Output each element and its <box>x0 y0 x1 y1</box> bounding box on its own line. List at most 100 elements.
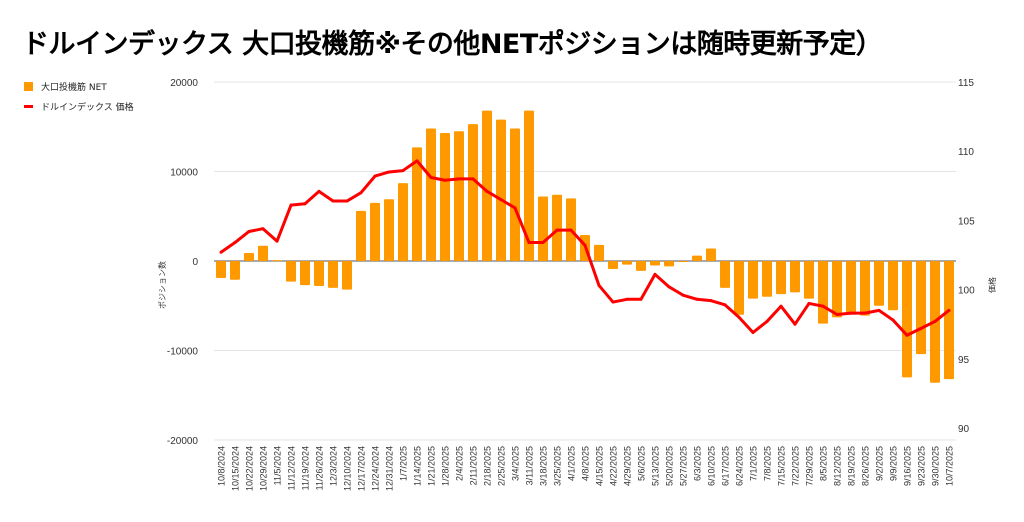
y-tick-label: 10000 <box>170 168 198 179</box>
bar-net-5-20-2025 <box>664 261 674 267</box>
bar-net-10-7-2025 <box>944 261 954 380</box>
bar-net-3-4-2025 <box>510 128 520 261</box>
bar-net-7-15-2025 <box>776 261 786 295</box>
price-point <box>821 304 825 308</box>
x-tick-label: 9/2/2025 <box>875 446 885 481</box>
bar-net-11-5-2024 <box>272 260 282 262</box>
bar-net-1-7-2025 <box>398 183 408 261</box>
x-tick-label: 3/11/2025 <box>525 446 535 485</box>
price-point <box>765 319 769 323</box>
bar-net-11-26-2024 <box>314 261 324 287</box>
bar-net-2-4-2025 <box>454 131 464 261</box>
x-tick-label: 6/24/2025 <box>735 446 745 486</box>
price-point <box>555 228 559 232</box>
x-tick-label: 3/25/2025 <box>553 446 563 486</box>
legend-item-net[interactable]: 大口投機筋 NET <box>24 76 134 96</box>
price-point <box>345 199 349 203</box>
price-point <box>541 241 545 245</box>
x-tick-label: 12/17/2024 <box>357 446 367 491</box>
price-point <box>681 293 685 297</box>
price-point <box>919 326 923 330</box>
bar-net-7-29-2025 <box>804 261 814 299</box>
x-tick-label: 2/18/2025 <box>483 446 493 486</box>
price-point <box>429 175 433 179</box>
price-point <box>639 297 643 301</box>
x-tick-label: 7/15/2025 <box>777 446 787 486</box>
price-point <box>443 178 447 182</box>
x-tick-label: 10/22/2024 <box>245 446 255 491</box>
bar-net-5-13-2025 <box>650 261 660 266</box>
legend-label-price: ドルインデックス 価格 <box>41 102 134 113</box>
bar-net-7-8-2025 <box>762 261 772 297</box>
x-tick-label: 4/1/2025 <box>567 446 577 481</box>
bar-net-12-31-2024 <box>384 199 394 261</box>
x-tick-label: 7/29/2025 <box>805 446 815 486</box>
price-point <box>863 311 867 315</box>
bar-net-1-28-2025 <box>440 133 450 261</box>
bar-net-8-26-2025 <box>860 261 870 316</box>
price-point <box>751 331 755 335</box>
legend: 大口投機筋 NET ドルインデックス 価格 <box>24 76 134 116</box>
y-axis-title: ポジション数 <box>157 261 167 309</box>
bar-net-12-17-2024 <box>356 210 366 261</box>
price-point <box>905 333 909 337</box>
x-tick-label: 10/29/2024 <box>259 446 269 491</box>
x-tick-label: 3/18/2025 <box>539 446 549 486</box>
x-tick-label: 5/6/2025 <box>637 446 647 481</box>
x-tick-label: 1/7/2025 <box>399 446 409 481</box>
bar-net-10-8-2024 <box>216 261 226 279</box>
x-tick-label: 9/23/2025 <box>917 446 927 486</box>
bar-net-2-11-2025 <box>468 124 478 261</box>
x-tick-label: 12/10/2024 <box>343 446 353 491</box>
x-tick-label: 4/29/2025 <box>623 446 633 486</box>
price-point <box>709 299 713 303</box>
bar-net-7-22-2025 <box>790 261 800 293</box>
price-point <box>303 202 307 206</box>
bar-net-8-12-2025 <box>832 261 842 318</box>
price-point <box>947 308 951 312</box>
price-point <box>457 177 461 181</box>
bar-net-6-10-2025 <box>706 248 716 261</box>
price-point <box>331 199 335 203</box>
price-point <box>485 189 489 193</box>
bar-net-1-14-2025 <box>412 147 422 261</box>
bar-net-9-9-2025 <box>888 261 898 311</box>
price-point <box>569 228 573 232</box>
price-point <box>261 227 265 231</box>
x-tick-label: 6/3/2025 <box>693 446 703 481</box>
x-tick-label: 1/21/2025 <box>427 446 437 486</box>
x-tick-label: 3/4/2025 <box>511 446 521 481</box>
legend-swatch-line <box>24 104 33 108</box>
price-point <box>317 189 321 193</box>
price-point <box>723 303 727 307</box>
x-tick-label: 11/19/2024 <box>301 446 311 490</box>
y-tick-label: 0 <box>192 257 198 268</box>
y2-tick-label: 105 <box>958 216 975 227</box>
price-point <box>471 177 475 181</box>
price-point <box>877 308 881 312</box>
bar-net-6-3-2025 <box>692 255 702 261</box>
y2-axis-title: 価格 <box>987 277 997 293</box>
price-point <box>667 285 671 289</box>
legend-item-price[interactable]: ドルインデックス 価格 <box>24 96 134 116</box>
price-point <box>387 170 391 174</box>
x-tick-label: 8/12/2025 <box>833 446 843 486</box>
price-point <box>499 198 503 202</box>
x-tick-label: 1/14/2025 <box>413 446 423 486</box>
x-tick-label: 11/26/2024 <box>315 446 325 490</box>
price-point <box>625 297 629 301</box>
x-tick-label: 10/15/2024 <box>231 446 241 491</box>
price-point <box>527 241 531 245</box>
price-point <box>373 174 377 178</box>
price-point <box>891 318 895 322</box>
x-tick-label: 8/19/2025 <box>847 446 857 486</box>
bar-net-12-3-2024 <box>328 261 338 288</box>
x-tick-label: 5/20/2025 <box>665 446 675 486</box>
bar-net-5-6-2025 <box>636 261 646 271</box>
bar-net-1-21-2025 <box>426 128 436 261</box>
price-point <box>275 239 279 243</box>
price-point <box>779 304 783 308</box>
x-tick-label: 4/15/2025 <box>595 446 605 486</box>
bar-net-10-29-2024 <box>258 245 268 261</box>
price-point <box>247 229 251 233</box>
